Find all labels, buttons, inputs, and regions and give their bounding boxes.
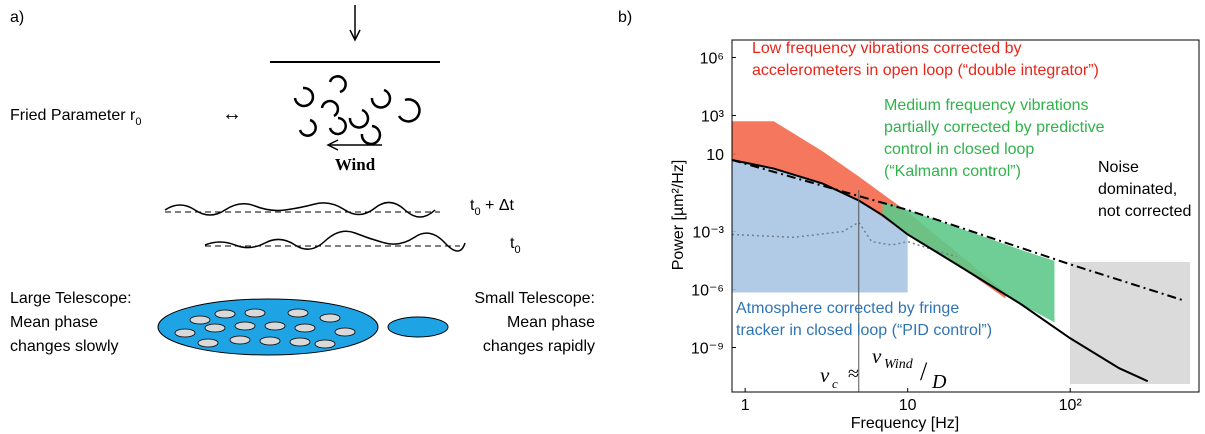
annotation-line: control in closed loop [884,141,1034,158]
formula-part: D [931,371,947,393]
small-telescope [387,316,449,338]
area [732,159,908,293]
y-tick-label: 10⁶ [700,50,724,67]
arrow-head [326,139,339,151]
turbulence-eddies [293,75,421,146]
time-label: t0 + Δt [470,197,515,218]
cutoff-formula: ν c ≈ v Wind / D [820,344,947,393]
t: t [510,235,515,252]
annotation-line: (“Kalmann control”) [884,163,1021,180]
plot [732,56,1071,392]
small-text: Small Telescope: [474,290,595,307]
y-tick-label: 10³ [701,108,725,125]
annotation-line: Medium frequency vibrations [884,97,1089,114]
annotation-line: accelerometers in open loop (“double int… [752,62,1099,79]
t-rest: + Δt [481,197,515,214]
fried-sub: 0 [135,116,141,128]
formula-part: c [832,376,838,391]
formula-part: ≈ [848,363,859,385]
x-tick-label: 10² [1059,397,1083,414]
t-sub: 0 [474,206,480,218]
wavefront [204,230,466,252]
overlay [731,158,1185,392]
area [882,201,1055,323]
y-tick-label: 10⁻³ [692,224,724,241]
large-text: Mean phase [10,314,98,331]
fried-label: Fried Parameter r0 [10,107,142,128]
x-axis-label: Frequency [Hz] [851,415,959,432]
x-tick-label: 1 [741,397,750,414]
annotation-line: Low frequency vibrations corrected by [752,40,1021,57]
formula-part: v [872,344,882,368]
large-text: changes slowly [10,338,119,355]
t: t [470,197,475,214]
formula-part: / [920,357,928,386]
y-tick-label: 10⁻⁹ [691,341,724,358]
small-text: changes rapidly [483,338,595,355]
annotation-line: Noise [1098,159,1139,176]
formula-part: Wind [884,357,914,372]
subapertures [174,308,356,349]
small-text: Mean phase [507,314,595,331]
annotation-line: dominated, [1098,181,1177,198]
time-label: t0 [510,235,521,256]
annotation-line: Atmosphere corrected by fringe [736,300,959,317]
y-axis-label: Power [µm²/Hz] [670,160,687,271]
t-sub: 0 [514,244,520,256]
large-text: Large Telescope: [10,290,132,307]
noise-region [1070,262,1190,384]
wind-label: Wind [335,155,376,174]
fried-arrow: ↔ [222,103,242,125]
panel-label: a) [10,9,24,26]
annotation-line: partially corrected by predictive [884,119,1105,136]
annotation-line: tracker in closed loop (“PID control”) [736,322,992,339]
wavefront [164,201,436,218]
annotation-line: not corrected [1098,203,1191,220]
y-tick-label: 10⁻⁶ [691,282,724,299]
arrow-head [349,29,361,42]
y-tick-label: 10 [706,147,724,164]
area [732,121,1006,299]
panel-a: a) Wind Fried Parameter r0 ↔ t0 + Δt t0 … [10,5,595,356]
line [731,158,1149,383]
panel-label: b) [618,9,632,26]
annotation: Low frequency vibrations corrected by ac… [736,40,1191,339]
fried-text: Fried Parameter r [10,107,136,124]
x-tick-label: 10 [899,397,917,414]
formula-part: ν [820,363,830,387]
line [731,159,1185,302]
plot-frame [731,39,1200,393]
